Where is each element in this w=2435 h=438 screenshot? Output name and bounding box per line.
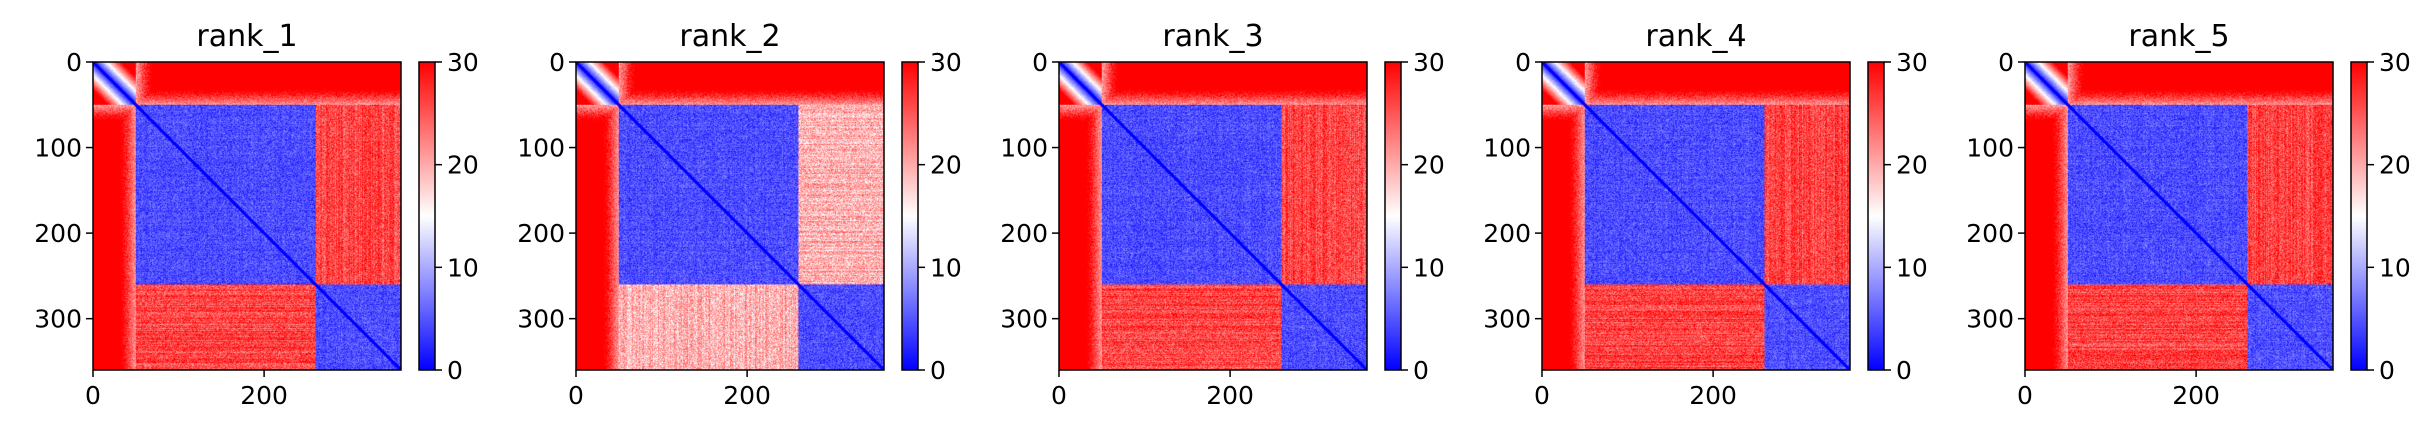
y-tick-label: 300: [34, 305, 82, 334]
panel-3: rank_3 0 100 200 300 0 200 0 10 20 30: [1000, 19, 1445, 410]
panel-2: rank_2 0 100 200 300 0 200 0 10 20 30: [517, 19, 962, 410]
colorbar-tick-label: 30: [447, 48, 479, 77]
colorbar-tick-label: 0: [1896, 356, 1912, 385]
y-tick-label: 200: [1000, 219, 1048, 248]
panel-title: rank_1: [196, 19, 297, 54]
heatmap-image: [1542, 62, 1850, 370]
x-tick-label: 200: [723, 381, 771, 410]
panel-5: rank_5 0 100 200 300 0 200 0 10 20 30: [1966, 19, 2411, 410]
colorbar-tick-label: 20: [930, 151, 962, 180]
axes-frame: [575, 61, 885, 371]
x-tick-label: 200: [1689, 381, 1737, 410]
y-tick-label: 200: [34, 219, 82, 248]
panel-title: rank_2: [679, 19, 780, 54]
colorbar-tick-label: 30: [1413, 48, 1445, 77]
axes-frame: [1541, 61, 1851, 371]
y-tick-label: 0: [549, 48, 565, 77]
y-tick-label: 100: [517, 134, 565, 163]
axes-frame: [1058, 61, 1368, 371]
colorbar-tick-label: 10: [447, 253, 479, 282]
y-tick-label: 200: [517, 219, 565, 248]
panel-title: rank_4: [1645, 19, 1746, 54]
colorbar-frame: [1384, 61, 1402, 371]
x-tick-label: 0: [2017, 381, 2033, 410]
y-tick-label: 300: [517, 305, 565, 334]
y-tick-label: 100: [1483, 134, 1531, 163]
colorbar-tick-label: 10: [1896, 253, 1928, 282]
panel-title: rank_3: [1162, 19, 1263, 54]
x-tick-label: 0: [1051, 381, 1067, 410]
axes-frame: [2024, 61, 2334, 371]
y-tick-label: 300: [1000, 305, 1048, 334]
colorbar-frame: [1867, 61, 1885, 371]
axes-frame: [92, 61, 402, 371]
y-tick-label: 200: [1483, 219, 1531, 248]
x-tick-label: 200: [1206, 381, 1254, 410]
colorbar-tick-label: 20: [1896, 151, 1928, 180]
colorbar-tick-label: 0: [1413, 356, 1429, 385]
colorbar-tick-label: 20: [2379, 151, 2411, 180]
y-tick-label: 300: [1966, 305, 2014, 334]
y-tick-label: 0: [1515, 48, 1531, 77]
colorbar-tick-label: 20: [1413, 151, 1445, 180]
colorbar-tick-label: 0: [447, 356, 463, 385]
y-tick-label: 100: [1000, 134, 1048, 163]
x-tick-label: 0: [568, 381, 584, 410]
colorbar: [419, 62, 435, 370]
y-tick-label: 200: [1966, 219, 2014, 248]
colorbar-tick-label: 30: [1896, 48, 1928, 77]
colorbar-tick-label: 0: [2379, 356, 2395, 385]
panel-4: rank_4 0 100 200 300 0 200 0 10 20 30: [1483, 19, 1928, 410]
colorbar-frame: [901, 61, 919, 371]
heatmap-image: [2025, 62, 2333, 370]
x-tick-label: 200: [2172, 381, 2220, 410]
colorbar-tick-label: 10: [2379, 253, 2411, 282]
panel-title: rank_5: [2128, 19, 2229, 54]
x-tick-label: 200: [240, 381, 288, 410]
y-tick-label: 100: [34, 134, 82, 163]
heatmap-image: [1059, 62, 1367, 370]
x-tick-label: 0: [85, 381, 101, 410]
y-tick-label: 0: [1032, 48, 1048, 77]
colorbar-tick-label: 10: [1413, 253, 1445, 282]
heatmap-image: [576, 62, 884, 370]
x-tick-label: 0: [1534, 381, 1550, 410]
y-tick-label: 300: [1483, 305, 1531, 334]
colorbar-tick-label: 30: [930, 48, 962, 77]
colorbar-frame: [2350, 61, 2368, 371]
colorbar-frame: [418, 61, 436, 371]
heatmap-image: [93, 62, 401, 370]
colorbar-tick-label: 30: [2379, 48, 2411, 77]
panel-1: rank_1 0 100 200 300 0 200 0 10 20 30: [34, 19, 479, 410]
colorbar-tick-label: 10: [930, 253, 962, 282]
colorbar-tick-label: 20: [447, 151, 479, 180]
colorbar: [902, 62, 918, 370]
y-tick-label: 0: [66, 48, 82, 77]
colorbar: [2351, 62, 2367, 370]
colorbar-tick-label: 0: [930, 356, 946, 385]
colorbar: [1868, 62, 1884, 370]
y-tick-label: 0: [1998, 48, 2014, 77]
y-tick-label: 100: [1966, 134, 2014, 163]
colorbar: [1385, 62, 1401, 370]
